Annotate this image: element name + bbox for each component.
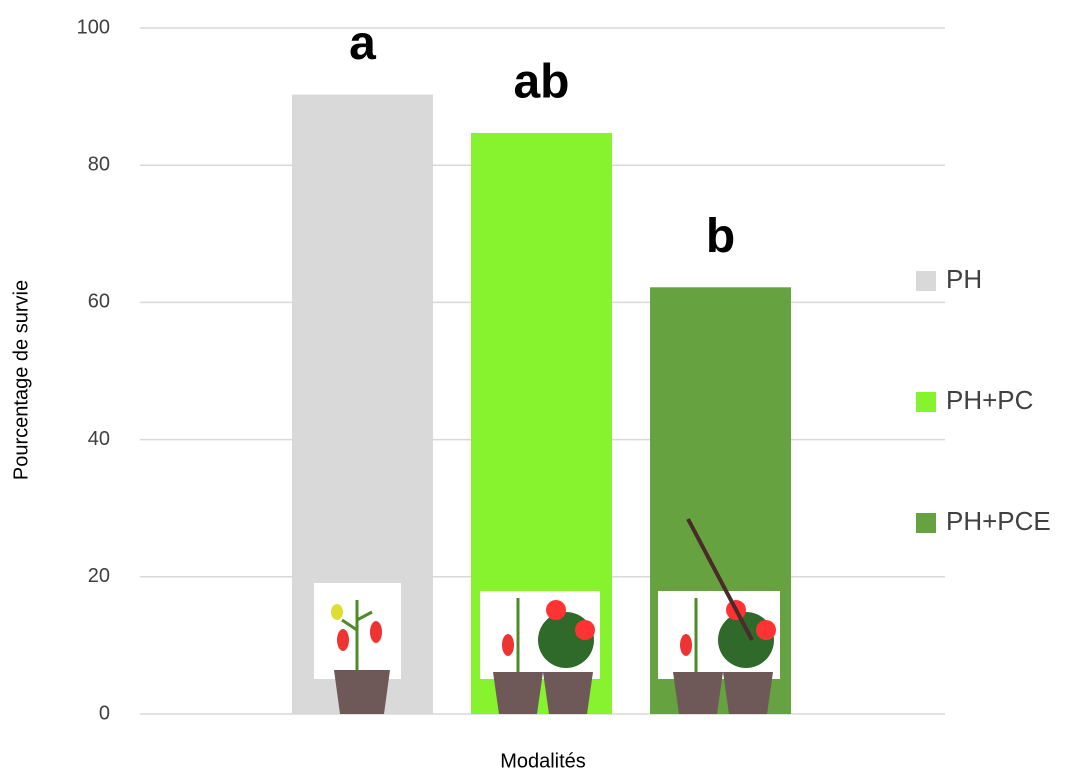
y-tick-label: 60 — [88, 291, 110, 313]
significance-letter: ab — [513, 56, 569, 109]
y-tick-label: 0 — [99, 702, 110, 724]
y-tick-label: 40 — [88, 428, 110, 450]
significance-letter: a — [349, 17, 376, 70]
legend-swatch — [916, 271, 936, 291]
legend-label: PH — [946, 264, 982, 294]
y-tick-label: 100 — [77, 16, 110, 38]
x-axis-title: Modalités — [500, 750, 586, 772]
plant-icons — [314, 518, 780, 714]
y-axis-title: Pourcentage de survie — [10, 280, 32, 480]
legend-swatch — [916, 392, 936, 412]
y-tick-label: 20 — [88, 565, 110, 587]
significance-letter: b — [706, 210, 735, 263]
legend-label: PH+PC — [946, 385, 1033, 415]
legend-label: PH+PCE — [946, 506, 1051, 536]
legend-swatch — [916, 513, 936, 533]
y-tick-label: 80 — [88, 153, 110, 175]
